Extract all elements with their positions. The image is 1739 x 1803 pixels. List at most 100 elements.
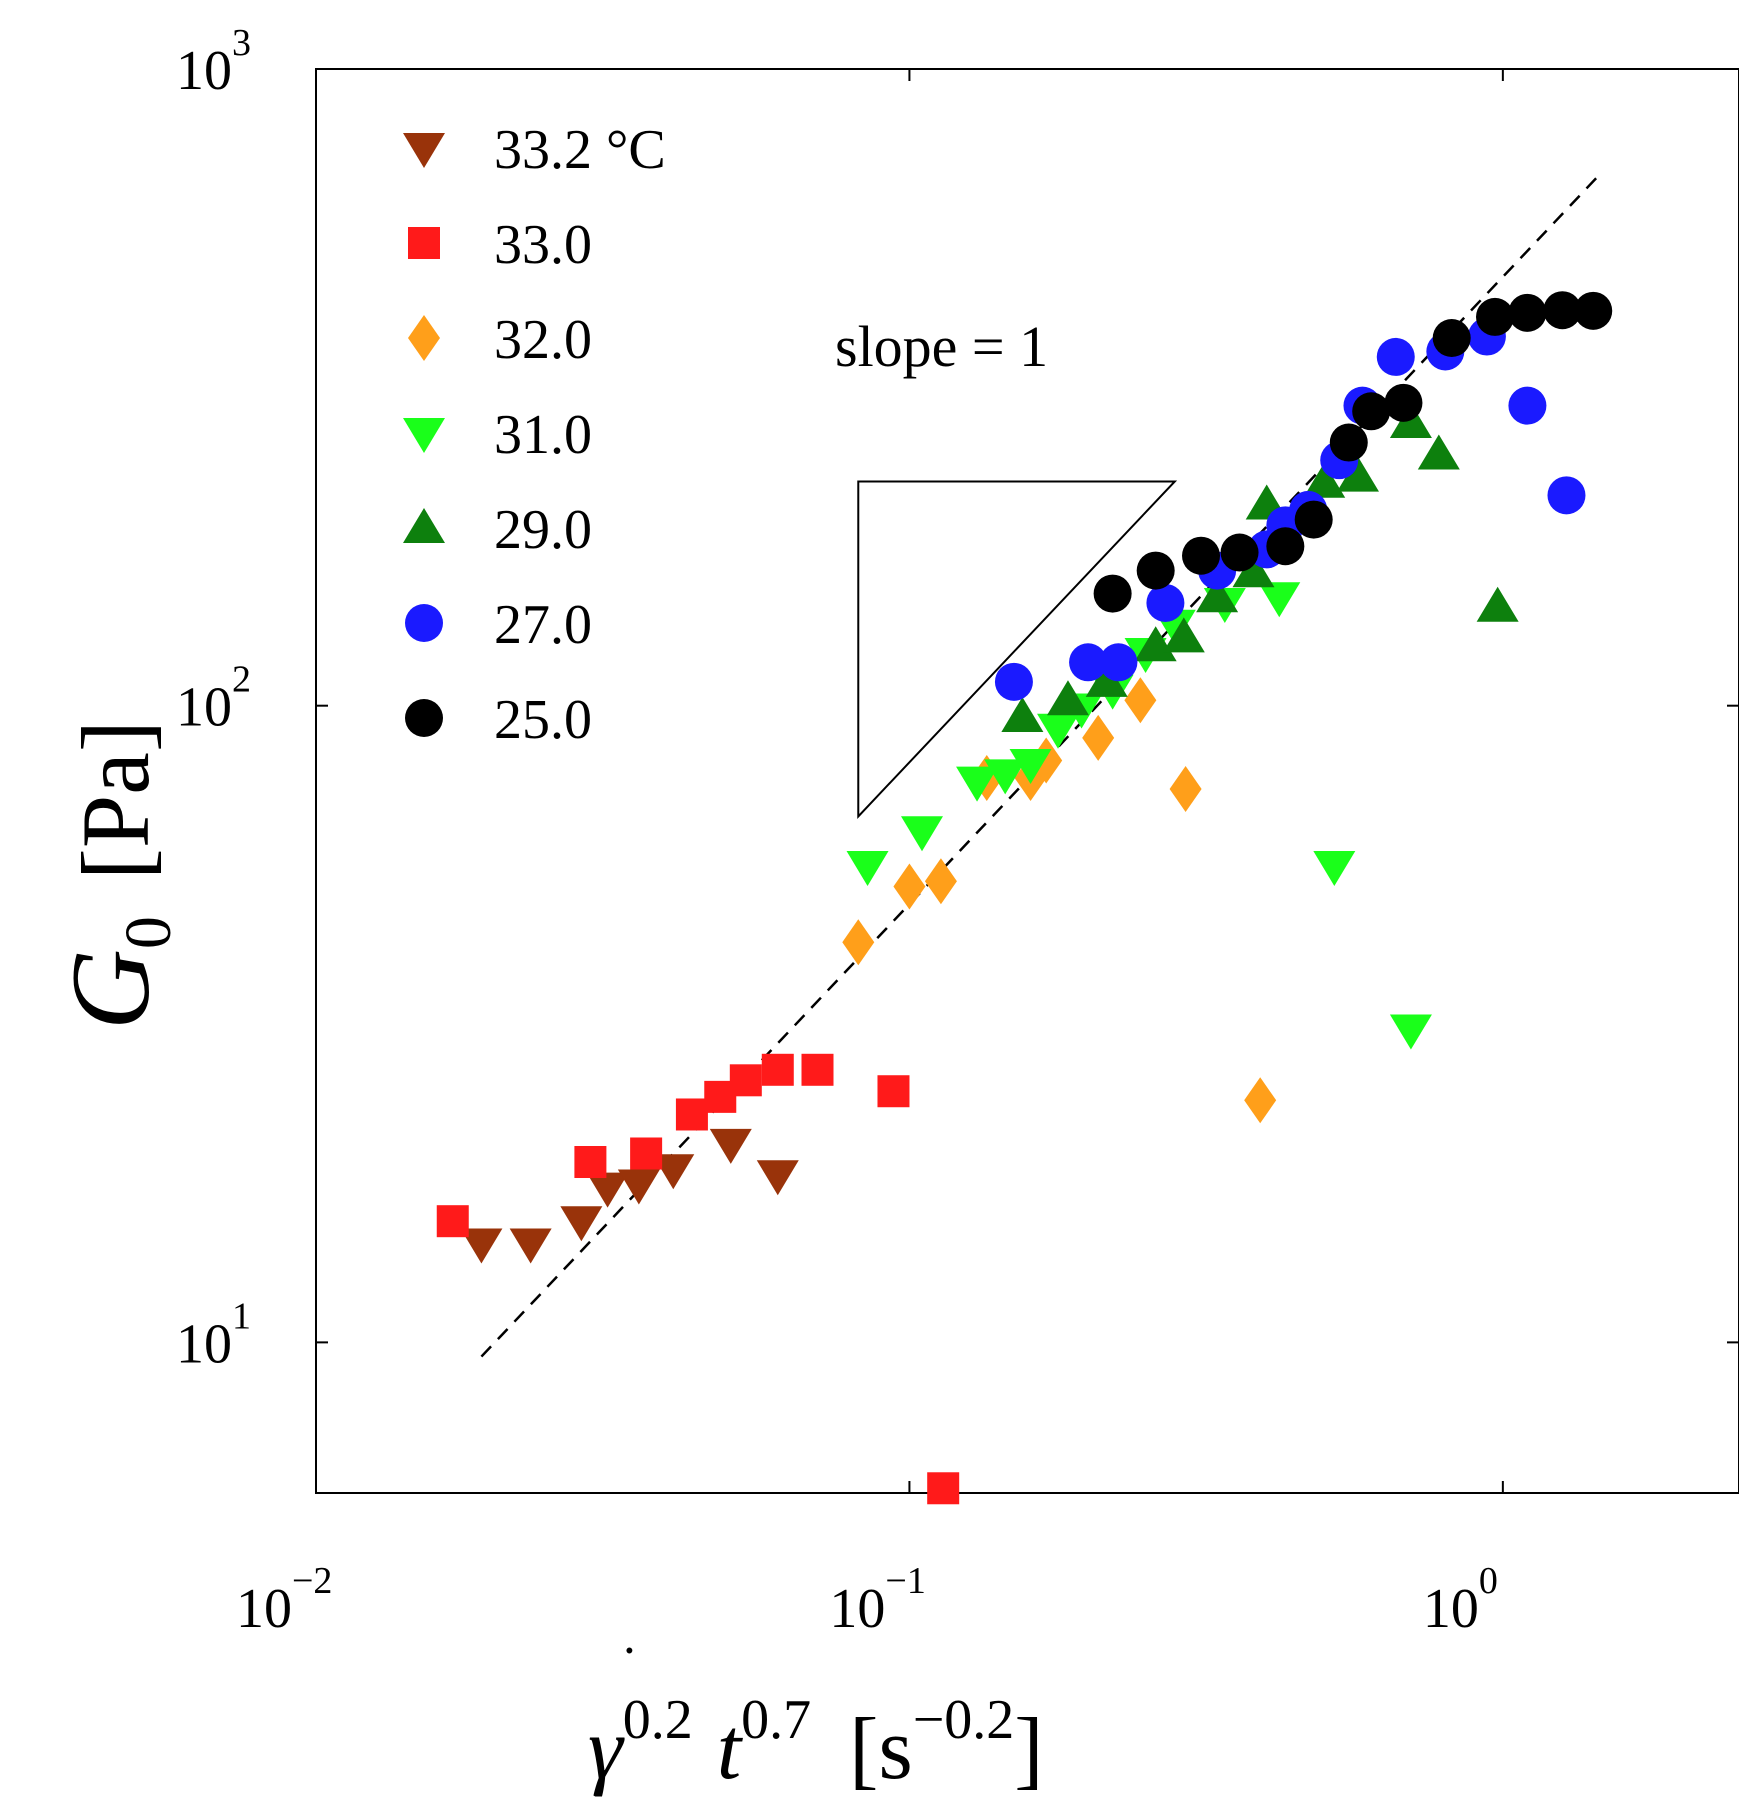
data-point <box>1232 552 1275 588</box>
legend-label: 31.0 <box>494 404 592 466</box>
data-point <box>984 759 1027 795</box>
data-point <box>1169 765 1202 812</box>
y-tick-labels: 101 102 103 <box>176 22 251 1375</box>
series-layer <box>436 291 1613 1505</box>
legend-label: 33.0 <box>494 214 592 276</box>
x-label-dot: ˙ <box>620 1636 639 1698</box>
legend-marker <box>408 227 440 259</box>
data-point <box>1001 696 1044 732</box>
data-point <box>1508 386 1547 425</box>
data-point <box>617 1169 660 1205</box>
data-point <box>1417 434 1460 470</box>
data-point <box>1294 500 1333 539</box>
legend-marker <box>403 418 445 453</box>
data-point <box>1037 713 1080 749</box>
data-point <box>877 1075 910 1108</box>
y-tick-label: 102 <box>176 659 251 739</box>
data-point <box>1046 680 1089 716</box>
data-point <box>630 1137 663 1170</box>
data-point <box>1389 1014 1432 1050</box>
data-point <box>1574 291 1613 330</box>
data-point <box>509 1228 552 1264</box>
x-tick-labels: 10−2 10−1 100 <box>236 1560 1498 1640</box>
data-point <box>436 1205 469 1238</box>
legend-item: 25.0 <box>405 689 592 751</box>
data-point <box>1313 851 1356 887</box>
data-point <box>1432 319 1471 358</box>
data-point <box>1085 661 1128 697</box>
data-point <box>1476 297 1515 336</box>
series-29.0 <box>1001 402 1519 732</box>
data-point <box>1336 456 1379 492</box>
data-point <box>1352 392 1391 431</box>
data-point <box>756 1160 799 1196</box>
data-point <box>1136 551 1175 590</box>
data-point <box>893 863 926 910</box>
legend-marker <box>405 699 443 737</box>
data-point <box>1220 533 1259 572</box>
series-33.2 <box>460 1128 799 1264</box>
data-point <box>1476 586 1519 622</box>
legend-label: 29.0 <box>494 499 592 561</box>
x-tick-label: 100 <box>1423 1560 1498 1640</box>
data-point <box>924 858 957 905</box>
data-point <box>1146 583 1185 622</box>
data-point <box>729 1064 762 1097</box>
slope-triangle <box>857 480 1178 819</box>
data-point <box>1244 1077 1277 1124</box>
data-point <box>1384 383 1423 422</box>
data-point <box>1196 577 1239 613</box>
y-label-text: G0[Pa] <box>49 720 185 1030</box>
data-point <box>1547 476 1586 515</box>
data-point <box>1508 293 1547 332</box>
data-point <box>560 1206 603 1242</box>
slope-annotation: slope = 1 <box>835 314 1048 379</box>
y-axis-label: G0[Pa] <box>49 720 185 1030</box>
plot-frame <box>315 68 1739 1494</box>
legend-item: 27.0 <box>405 594 592 656</box>
data-point <box>675 1098 708 1131</box>
data-point <box>761 1053 794 1086</box>
series-33.0 <box>436 1053 960 1505</box>
data-point <box>574 1146 607 1179</box>
data-point <box>1093 574 1132 613</box>
data-point <box>901 816 944 852</box>
data-point <box>709 1128 752 1164</box>
data-point <box>1009 748 1052 784</box>
x-label-gamma: γ0.2 t0.7 [s−0.2] <box>588 1689 1044 1798</box>
data-point <box>1266 527 1305 566</box>
data-point <box>1162 617 1205 653</box>
data-point <box>846 851 889 887</box>
data-point <box>1329 423 1368 462</box>
legend-label: 32.0 <box>494 309 592 371</box>
data-point <box>1182 536 1221 575</box>
series-32.0 <box>842 677 1277 1124</box>
legend-marker <box>405 604 443 642</box>
x-tick-label: 10−2 <box>236 1560 332 1640</box>
series-25.0 <box>1093 291 1613 613</box>
legend-marker <box>403 133 445 168</box>
y-tick-label: 103 <box>176 22 251 102</box>
data-point <box>652 1154 695 1190</box>
legend-item: 32.0 <box>408 309 592 371</box>
data-point <box>1134 626 1177 662</box>
data-point <box>1082 714 1115 761</box>
data-point <box>994 662 1033 701</box>
data-point <box>956 766 999 802</box>
data-point <box>1303 462 1346 498</box>
data-point <box>586 1172 629 1208</box>
legend-item: 33.0 <box>408 214 592 276</box>
legend-label: 27.0 <box>494 594 592 656</box>
data-point <box>842 919 875 966</box>
data-point <box>1069 643 1108 682</box>
data-point <box>1099 643 1138 682</box>
data-point <box>801 1053 834 1086</box>
data-point <box>927 1472 960 1505</box>
legend-item: 29.0 <box>403 499 592 561</box>
data-point <box>1376 337 1415 376</box>
axis-ticks <box>315 68 1739 1493</box>
legend-label: 33.2 °C <box>494 119 666 181</box>
x-axis-label: γ0.2 t0.7 [s−0.2] ˙ <box>588 1636 1044 1798</box>
